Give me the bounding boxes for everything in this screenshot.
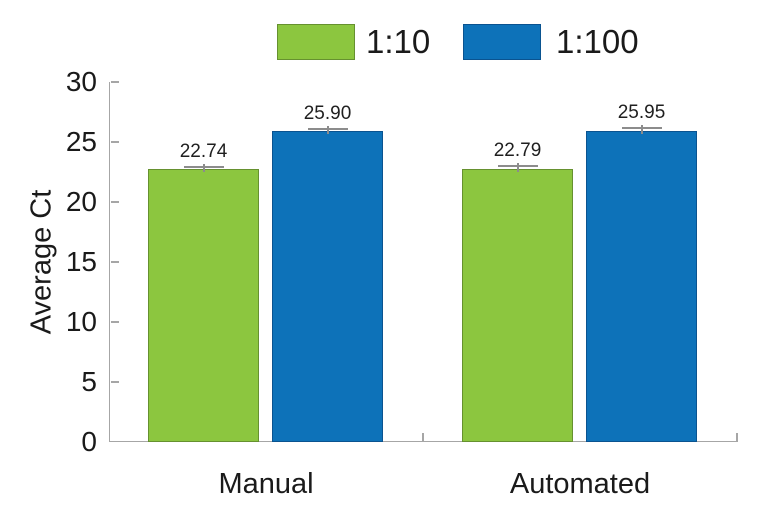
- legend-swatch-1-10: [277, 24, 355, 60]
- y-tick-label: 0: [81, 426, 97, 457]
- y-tick: [110, 261, 119, 263]
- y-tick-label: 20: [65, 186, 97, 217]
- error-bar-whisker: [326, 125, 329, 135]
- bar: [462, 168, 573, 442]
- y-tick: [110, 381, 119, 383]
- bar-value-label: 22.74: [179, 140, 228, 162]
- bar-value-label: 25.90: [303, 102, 352, 124]
- error-bar-cap: [307, 127, 348, 130]
- y-tick-label: 15: [65, 246, 97, 277]
- error-bar-whisker: [202, 163, 205, 173]
- y-tick: [110, 141, 119, 143]
- legend-swatch-1-100: [463, 24, 541, 60]
- y-tick-label: 25: [65, 126, 97, 157]
- bar-value-label: 22.79: [493, 140, 542, 162]
- bar-value-label: 25.95: [617, 102, 666, 124]
- x-tick: [736, 433, 738, 442]
- y-tick: [110, 321, 119, 323]
- bar: [148, 169, 259, 442]
- bar: [586, 130, 697, 442]
- y-tick: [110, 81, 119, 83]
- y-tick-label: 5: [81, 366, 97, 397]
- error-bar-cap: [183, 165, 224, 168]
- legend-label-1-100: 1:100: [556, 23, 639, 60]
- error-bar-cap: [621, 127, 662, 130]
- legend-label-1-10: 1:10: [366, 23, 431, 60]
- category-label-manual: Manual: [218, 468, 314, 500]
- y-tick-label: 30: [65, 66, 97, 97]
- y-tick: [110, 201, 119, 203]
- y-tick-label: 10: [65, 306, 97, 337]
- error-bar-cap: [497, 165, 538, 168]
- bar: [272, 131, 383, 442]
- error-bar-whisker: [640, 125, 643, 134]
- error-bar-whisker: [516, 163, 519, 172]
- x-tick: [422, 433, 424, 442]
- category-label-automated: Automated: [509, 468, 651, 500]
